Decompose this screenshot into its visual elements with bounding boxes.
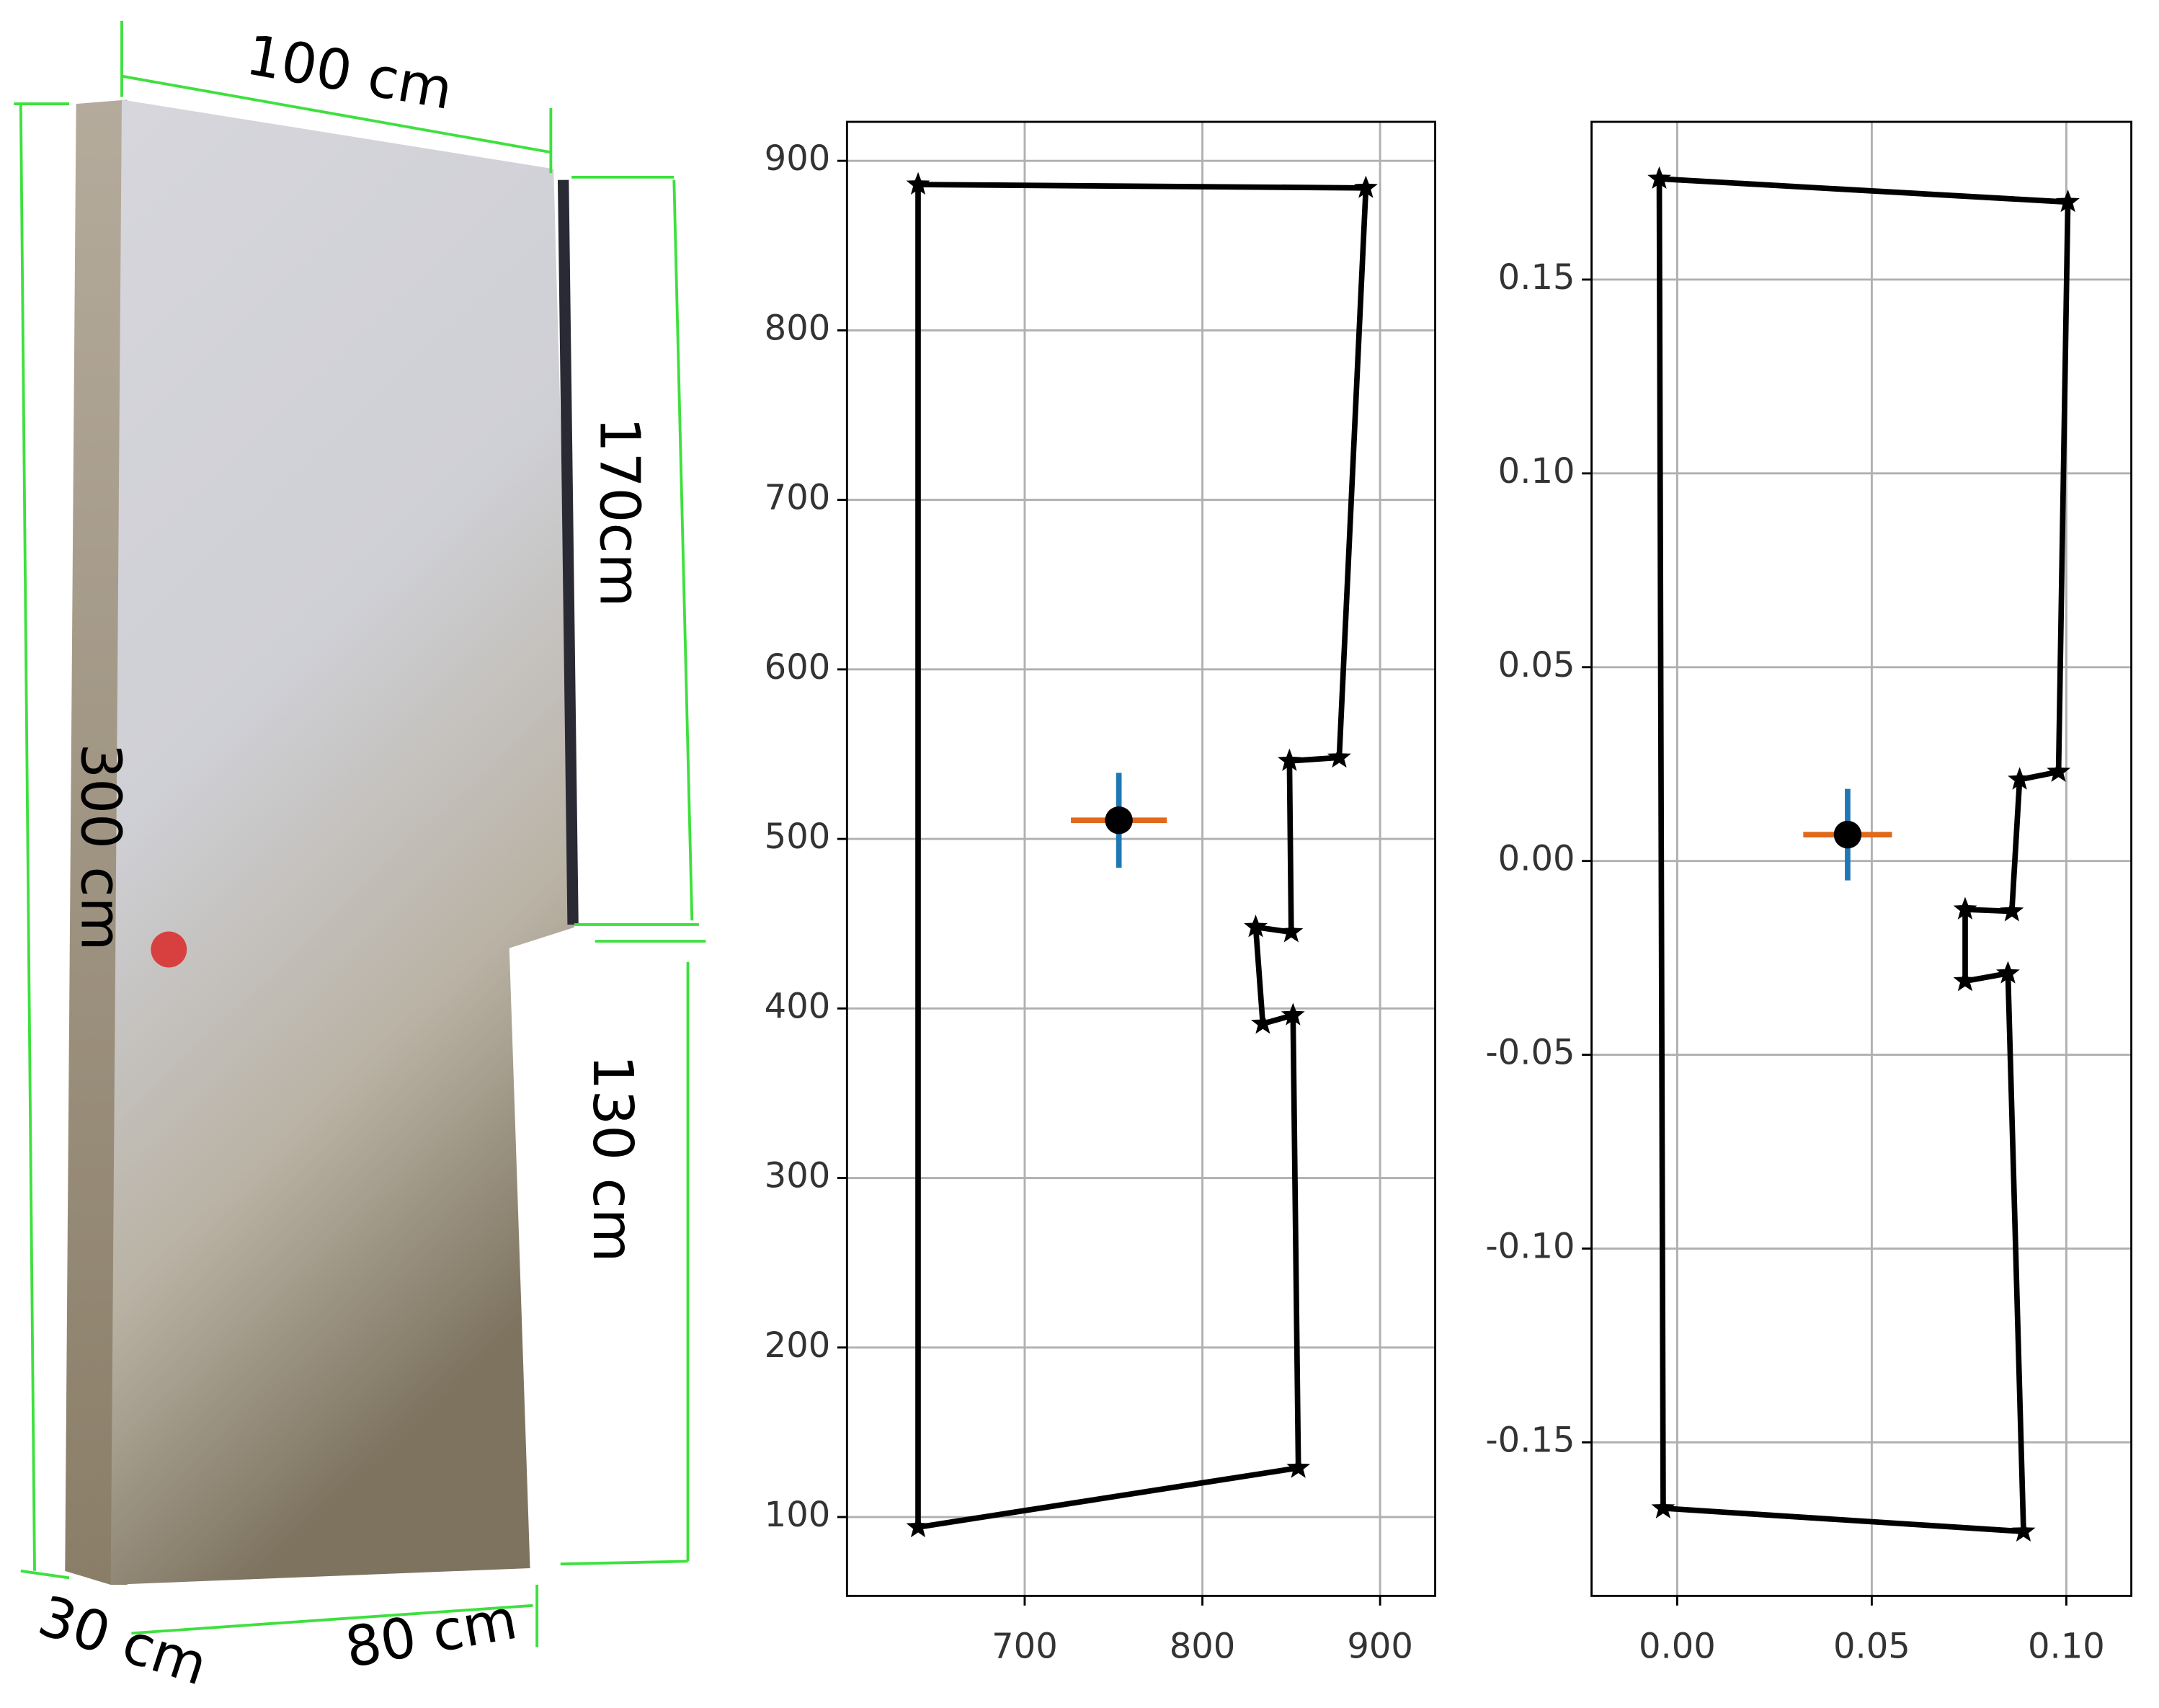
x-tick-label: 800 [1170, 1626, 1236, 1666]
y-tick-label: -0.10 [1485, 1227, 1575, 1267]
dimension-label: 30 cm [31, 1584, 215, 1699]
vertex-marker [906, 1514, 930, 1538]
x-tick-label: 0.00 [1639, 1626, 1716, 1666]
outline [1656, 176, 2071, 1534]
y-tick-label: 600 [765, 647, 831, 688]
x-tick-label: 900 [1347, 1626, 1413, 1666]
vertex-marker [1279, 920, 1304, 943]
x-tick-label: 0.05 [1833, 1626, 1910, 1666]
dimension-lines [14, 20, 706, 1647]
vertex-marker [2056, 190, 2080, 213]
y-tick-label: 800 [765, 308, 831, 348]
vertex-marker [1278, 748, 1301, 771]
vertex-marker [1651, 1495, 1675, 1518]
y-tick-label: -0.15 [1485, 1420, 1575, 1460]
vertex-marker [906, 172, 930, 195]
vertex-marker [2008, 767, 2032, 790]
red-marker [151, 931, 187, 968]
vertex-marker [2047, 759, 2071, 782]
vertex-marker [1244, 915, 1268, 938]
y-tick-label: 100 [765, 1495, 831, 1535]
y-tick-label: 400 [765, 986, 831, 1026]
y-tick-label: -0.05 [1485, 1033, 1575, 1073]
vertex-marker [1281, 1002, 1305, 1026]
vertex-marker [1250, 1011, 1275, 1034]
y-tick-label: 500 [765, 817, 831, 857]
y-tick-label: 700 [765, 478, 831, 518]
vertex-marker [1286, 1455, 1311, 1478]
wall-edge [557, 179, 579, 925]
vertex-marker [2000, 899, 2024, 922]
vertex-marker [1953, 897, 1977, 920]
y-tick-label: 300 [765, 1156, 831, 1196]
vertex-marker [2011, 1518, 2036, 1542]
dimension-label: 170cm [587, 417, 651, 608]
y-tick-label: 0.15 [1498, 257, 1575, 298]
dimension-label: 130 cm [580, 1054, 644, 1262]
dimension-label: 80 cm [341, 1588, 522, 1681]
plot-frame [845, 120, 1437, 1597]
x-tick-label: 700 [992, 1626, 1058, 1666]
wall-face [110, 99, 575, 1585]
y-tick-label: 0.05 [1498, 645, 1575, 685]
center-point [1105, 806, 1133, 835]
x-tick-label: 0.10 [2028, 1626, 2105, 1666]
outline [915, 182, 1369, 1530]
y-tick-label: 0.10 [1498, 451, 1575, 492]
dimension-label: 300 cm [68, 743, 132, 951]
y-tick-label: 900 [765, 138, 831, 179]
photo: 100 cm 170cm 300 cm 130 cm 30 cm 80 cm [14, 20, 706, 1699]
wall-side [65, 99, 128, 1585]
center-point [1833, 820, 1862, 849]
y-tick-label: 0.00 [1498, 839, 1575, 879]
y-tick-label: 200 [765, 1325, 831, 1366]
vertex-marker [1354, 175, 1378, 198]
vertex-marker [1327, 744, 1351, 768]
plot-frame [1590, 120, 2133, 1597]
vertex-marker [1995, 961, 2020, 984]
vertex-marker [1647, 166, 1672, 190]
dimension-label: 100 cm [241, 23, 457, 123]
vertex-marker [1953, 969, 1977, 992]
